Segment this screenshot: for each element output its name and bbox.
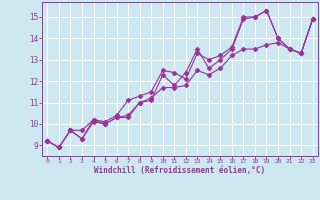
X-axis label: Windchill (Refroidissement éolien,°C): Windchill (Refroidissement éolien,°C)	[94, 166, 266, 175]
